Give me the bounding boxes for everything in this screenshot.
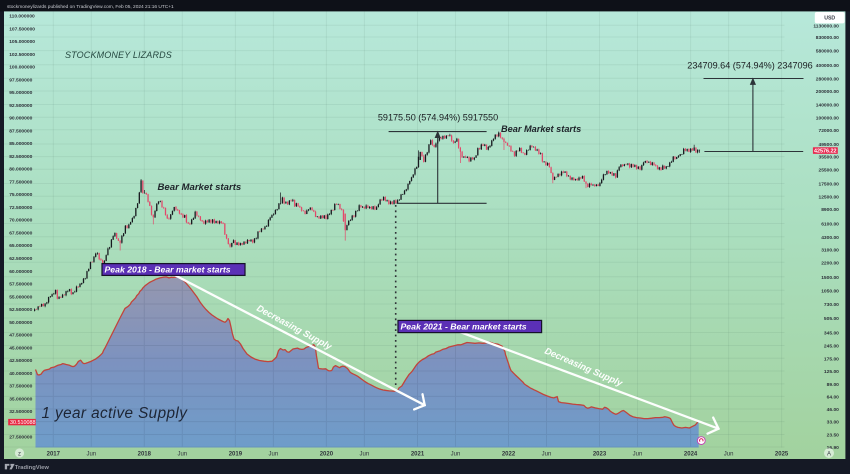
svg-text:Jun: Jun bbox=[724, 452, 734, 458]
svg-text:Jun: Jun bbox=[177, 452, 187, 458]
svg-text:stockmoneylizards published on: stockmoneylizards published on TradingVi… bbox=[7, 4, 174, 10]
svg-text:49500.00: 49500.00 bbox=[818, 142, 839, 148]
svg-text:52.500000: 52.500000 bbox=[9, 307, 32, 313]
svg-text:87.500000: 87.500000 bbox=[9, 128, 32, 134]
svg-text:175.00: 175.00 bbox=[824, 356, 839, 362]
svg-text:89.00: 89.00 bbox=[827, 382, 840, 388]
svg-text:Jun: Jun bbox=[269, 452, 279, 458]
svg-text:1500.00: 1500.00 bbox=[821, 275, 839, 281]
svg-text:95.000000: 95.000000 bbox=[9, 90, 32, 96]
svg-text:107.500000: 107.500000 bbox=[9, 26, 35, 32]
svg-text:345.00: 345.00 bbox=[824, 331, 839, 337]
svg-text:82.500000: 82.500000 bbox=[9, 154, 32, 160]
svg-text:8900.00: 8900.00 bbox=[821, 207, 839, 213]
svg-text:Jun: Jun bbox=[542, 452, 552, 458]
svg-text:35.000000: 35.000000 bbox=[9, 396, 32, 402]
svg-text:A: A bbox=[827, 452, 831, 458]
svg-text:2023: 2023 bbox=[593, 452, 607, 458]
svg-text:6100.00: 6100.00 bbox=[821, 222, 839, 228]
svg-text:80.000000: 80.000000 bbox=[9, 167, 32, 173]
svg-text:4300.00: 4300.00 bbox=[821, 235, 839, 241]
svg-text:234709.64 (574.94%) 2347096: 234709.64 (574.94%) 2347096 bbox=[687, 61, 812, 71]
svg-text:140000.00: 140000.00 bbox=[816, 103, 839, 109]
svg-text:Jun: Jun bbox=[360, 452, 370, 458]
svg-text:2018: 2018 bbox=[138, 452, 152, 458]
svg-text:75.000000: 75.000000 bbox=[9, 192, 32, 198]
svg-text:62.500000: 62.500000 bbox=[9, 256, 32, 262]
svg-text:1130000.00: 1130000.00 bbox=[813, 23, 839, 29]
svg-text:33.00: 33.00 bbox=[827, 420, 840, 426]
svg-text:50.000000: 50.000000 bbox=[9, 320, 32, 326]
svg-text:35500.00: 35500.00 bbox=[818, 155, 839, 161]
svg-text:STOCKMONEY LIZARDS: STOCKMONEY LIZARDS bbox=[65, 50, 172, 60]
svg-text:Jun: Jun bbox=[633, 452, 643, 458]
svg-text:3100.00: 3100.00 bbox=[821, 247, 839, 253]
svg-text:105.000000: 105.000000 bbox=[9, 39, 35, 45]
svg-text:1 year active Supply: 1 year active Supply bbox=[42, 405, 189, 422]
svg-text:47.500000: 47.500000 bbox=[9, 333, 32, 339]
svg-text:90.000000: 90.000000 bbox=[9, 116, 32, 122]
svg-text:25500.00: 25500.00 bbox=[818, 167, 839, 173]
svg-text:110.000000: 110.000000 bbox=[9, 14, 35, 20]
svg-text:2025: 2025 bbox=[775, 452, 789, 458]
svg-text:125.00: 125.00 bbox=[824, 369, 839, 375]
svg-text:55.000000: 55.000000 bbox=[9, 294, 32, 300]
svg-text:67.500000: 67.500000 bbox=[9, 231, 32, 237]
svg-text:102.500000: 102.500000 bbox=[9, 52, 35, 58]
svg-text:46.00: 46.00 bbox=[827, 407, 840, 413]
svg-text:2017: 2017 bbox=[47, 452, 61, 458]
svg-text:505.00: 505.00 bbox=[824, 316, 839, 322]
svg-text:Bear Market starts: Bear Market starts bbox=[158, 182, 242, 193]
svg-text:42576.22: 42576.22 bbox=[814, 149, 836, 155]
svg-text:2022: 2022 bbox=[502, 452, 516, 458]
svg-text:65.000000: 65.000000 bbox=[9, 243, 32, 249]
svg-text:TradingView: TradingView bbox=[15, 465, 50, 471]
svg-text:16.90: 16.90 bbox=[827, 445, 840, 451]
svg-text:92.500000: 92.500000 bbox=[9, 103, 32, 109]
svg-text:830000.00: 830000.00 bbox=[816, 35, 839, 41]
svg-text:57.500000: 57.500000 bbox=[9, 282, 32, 288]
svg-text:72.500000: 72.500000 bbox=[9, 205, 32, 211]
svg-text:32.500000: 32.500000 bbox=[9, 409, 32, 415]
svg-text:2019: 2019 bbox=[229, 452, 243, 458]
svg-text:USD: USD bbox=[824, 16, 835, 22]
svg-text:Jun: Jun bbox=[451, 452, 461, 458]
svg-text:100.000000: 100.000000 bbox=[9, 65, 35, 71]
svg-text:72000.00: 72000.00 bbox=[818, 128, 839, 134]
svg-text:42.500000: 42.500000 bbox=[9, 358, 32, 364]
svg-text:280000.00: 280000.00 bbox=[816, 76, 839, 82]
svg-text:2200.00: 2200.00 bbox=[821, 260, 839, 266]
svg-text:17500.00: 17500.00 bbox=[818, 182, 839, 188]
svg-text:70.000000: 70.000000 bbox=[9, 218, 32, 224]
svg-text:40.000000: 40.000000 bbox=[9, 371, 32, 377]
svg-text:100000.00: 100000.00 bbox=[816, 115, 839, 121]
svg-text:400000.00: 400000.00 bbox=[816, 63, 839, 69]
svg-text:245.00: 245.00 bbox=[824, 344, 839, 350]
svg-text:30.510088: 30.510088 bbox=[10, 420, 35, 426]
svg-text:z: z bbox=[18, 451, 21, 457]
svg-text:Jun: Jun bbox=[86, 452, 96, 458]
svg-text:2020: 2020 bbox=[320, 452, 334, 458]
svg-text:200000.00: 200000.00 bbox=[816, 89, 839, 95]
svg-text:1050.00: 1050.00 bbox=[821, 288, 839, 294]
svg-text:77.500000: 77.500000 bbox=[9, 179, 32, 185]
svg-text:2021: 2021 bbox=[411, 452, 425, 458]
svg-text:Peak 2021 - Bear market starts: Peak 2021 - Bear market starts bbox=[401, 322, 527, 332]
svg-text:97.500000: 97.500000 bbox=[9, 77, 32, 83]
svg-text:27.500000: 27.500000 bbox=[9, 435, 32, 441]
svg-text:45.000000: 45.000000 bbox=[9, 345, 32, 351]
svg-text:64.00: 64.00 bbox=[827, 395, 840, 401]
svg-text:85.000000: 85.000000 bbox=[9, 141, 32, 147]
svg-text:60.000000: 60.000000 bbox=[9, 269, 32, 275]
svg-text:730.00: 730.00 bbox=[824, 302, 839, 308]
svg-text:12500.00: 12500.00 bbox=[818, 194, 839, 200]
svg-text:59175.50 (574.94%) 5917550: 59175.50 (574.94%) 5917550 bbox=[378, 112, 498, 122]
svg-text:580000.00: 580000.00 bbox=[816, 49, 839, 55]
svg-text:Bear Market starts: Bear Market starts bbox=[501, 124, 581, 134]
svg-text:2024: 2024 bbox=[684, 452, 698, 458]
svg-text:Peak 2018 - Bear market starts: Peak 2018 - Bear market starts bbox=[105, 264, 231, 274]
svg-text:37.500000: 37.500000 bbox=[9, 384, 32, 390]
svg-text:23.50: 23.50 bbox=[827, 433, 840, 439]
